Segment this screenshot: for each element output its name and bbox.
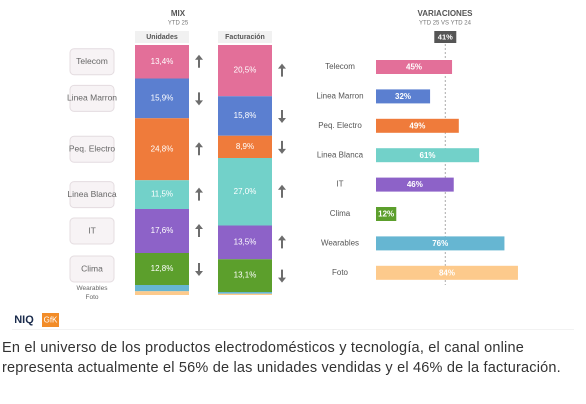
- category-icon: [69, 217, 115, 245]
- category-label: Foto: [332, 268, 349, 277]
- category-label: Telecom: [325, 62, 355, 71]
- category-label: Wearables: [77, 285, 109, 292]
- bar-label: 12%: [378, 210, 394, 219]
- segment: [135, 253, 189, 285]
- trend-arrow-head: [195, 271, 203, 276]
- column-header: Unidades: [146, 34, 178, 41]
- segment: [218, 225, 272, 260]
- caption: En el universo de los productos electrod…: [2, 340, 561, 376]
- bar: [376, 177, 454, 192]
- segment-label: 13,4%: [151, 57, 174, 66]
- segment-label: 8,9%: [236, 142, 254, 151]
- trend-arrow-head: [278, 277, 286, 283]
- reference-label: 41%: [438, 32, 453, 41]
- category-label: Peq. Electro: [69, 144, 116, 154]
- bar: [376, 60, 453, 74]
- segment-label: 13,1%: [234, 271, 257, 280]
- trend-arrow-head: [195, 54, 203, 60]
- logo-gfk-box: [42, 313, 59, 327]
- category-label: Linea Marron: [316, 92, 363, 101]
- bar-label: 76%: [432, 239, 448, 248]
- segment: [135, 78, 189, 119]
- trend-arrow-head: [278, 118, 286, 123]
- segment: [218, 292, 272, 294]
- segment-label: 24,8%: [151, 144, 174, 153]
- segment-label: 27,0%: [234, 187, 257, 196]
- chart-subtitle: YTD 25: [168, 21, 189, 27]
- segment: [135, 180, 189, 209]
- category-label: IT: [336, 180, 343, 189]
- segment: [218, 259, 272, 292]
- bar-label: 32%: [395, 92, 411, 101]
- trend-arrow-head: [195, 187, 203, 193]
- segment: [135, 285, 189, 292]
- segment-label: 20,5%: [234, 66, 257, 75]
- chart-subtitle: YTD 25 VS YTD 24: [419, 21, 472, 27]
- trend-arrow-head: [278, 184, 286, 190]
- chart-title: MIX: [171, 9, 186, 18]
- segment: [135, 209, 189, 253]
- category-icon: [69, 255, 115, 283]
- infographic: NIQ GfK MIX YTD 25 Unidades 13,4% 15,9% 24,8%…: [12, 9, 574, 330]
- category-icon: [69, 135, 115, 163]
- bar-label: 46%: [407, 180, 423, 189]
- segment: [218, 45, 272, 97]
- segment: [218, 135, 272, 158]
- segment-label: 12,8%: [151, 264, 174, 273]
- column-header-bg: [135, 31, 189, 43]
- trend-arrow-head: [278, 63, 286, 69]
- category-label: Linea Blanca: [67, 189, 116, 199]
- segment-label: 17,6%: [151, 226, 174, 235]
- category-label: Foto: [85, 294, 98, 301]
- trend-arrow-head: [195, 142, 203, 148]
- category-label: Telecom: [76, 56, 108, 66]
- category-label: Linea Blanca: [317, 150, 364, 159]
- category-icon: [69, 181, 115, 209]
- segment-label: 15,8%: [234, 111, 257, 120]
- logo-niq: NIQ: [14, 314, 34, 326]
- bar: [376, 89, 431, 104]
- category-label: Clima: [330, 209, 351, 218]
- bar-label: 84%: [439, 268, 455, 277]
- segment: [218, 96, 272, 136]
- trend-arrow-head: [278, 235, 286, 241]
- bar: [376, 265, 518, 280]
- bar-label: 61%: [420, 151, 436, 160]
- column-header-bg: [218, 31, 272, 43]
- bar: [376, 207, 397, 221]
- bar: [376, 148, 480, 163]
- segment: [218, 158, 272, 226]
- category-label: Clima: [81, 263, 103, 273]
- bar: [376, 236, 505, 251]
- segment-label: 15,9%: [151, 93, 174, 102]
- segment-label: 11,5%: [151, 190, 173, 199]
- segment: [135, 291, 189, 295]
- bar: [376, 118, 459, 133]
- segment: [135, 45, 189, 79]
- reference-badge: [434, 31, 457, 43]
- category-label: Peq. Electro: [318, 121, 362, 130]
- chart-title: VARIACIONES: [418, 9, 474, 18]
- segment: [135, 118, 189, 181]
- category-icon: [69, 48, 115, 76]
- segment-label: 13,5%: [234, 237, 257, 246]
- category-label: IT: [88, 225, 96, 235]
- segment: [218, 293, 272, 295]
- logo-gfk: GfK: [44, 316, 58, 325]
- category-icon: [69, 84, 115, 112]
- bar-label: 49%: [409, 121, 425, 130]
- trend-arrow-head: [278, 148, 286, 154]
- trend-arrow-head: [195, 100, 203, 106]
- trend-arrow-head: [195, 224, 203, 229]
- column-header: Facturación: [225, 34, 265, 41]
- bar-label: 45%: [406, 63, 422, 72]
- category-label: Linea Marron: [67, 93, 117, 103]
- category-label: Wearables: [321, 239, 359, 248]
